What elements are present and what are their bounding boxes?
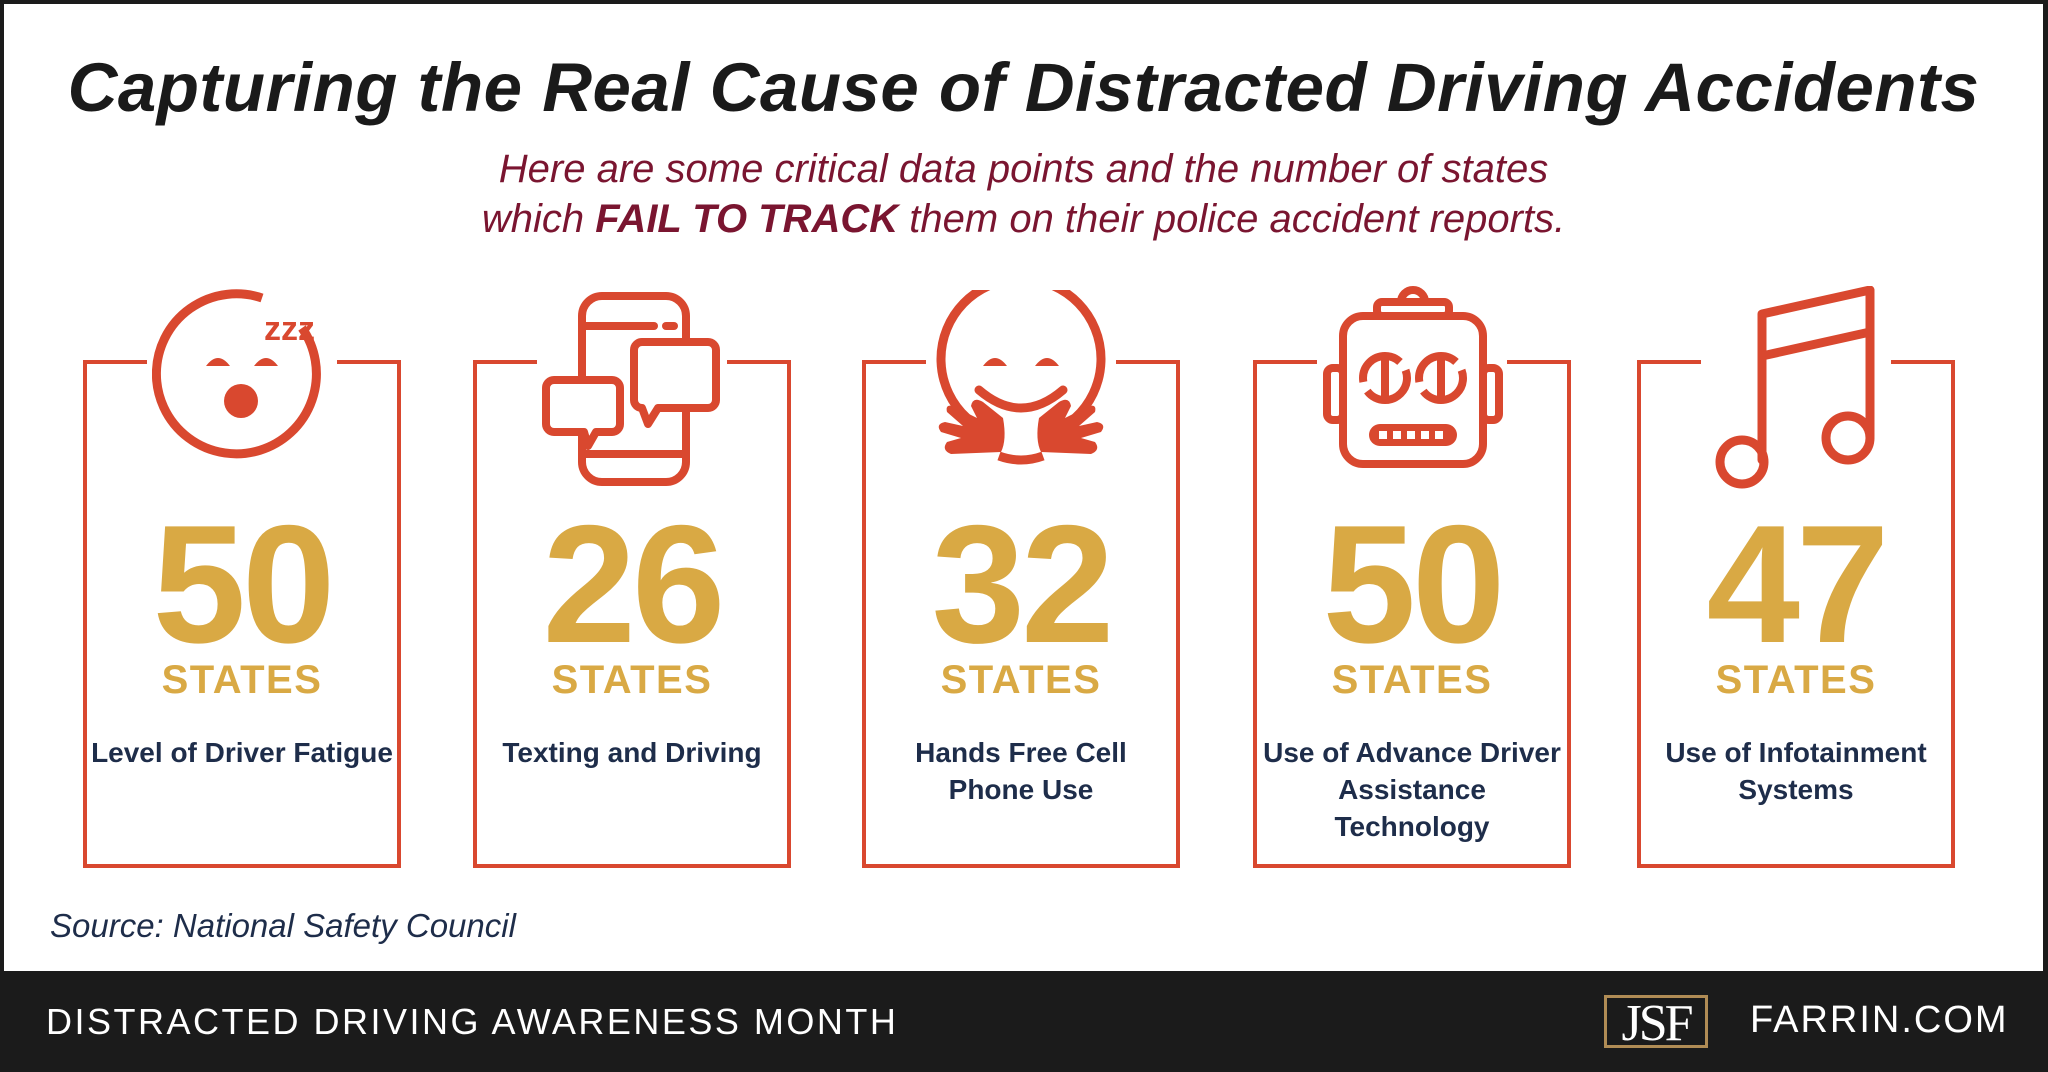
stat-unit: STATES — [161, 658, 323, 702]
card-frame — [1637, 360, 1955, 868]
card-frame — [473, 360, 791, 868]
card-frame-top-right — [1116, 360, 1180, 364]
stat-number: 47 — [1706, 490, 1890, 678]
stat-card-hands-free: 32 STATES Hands Free Cell Phone Use — [862, 290, 1180, 868]
phone-chat-icon — [542, 292, 720, 486]
subtitle-emphasis: FAIL TO TRACK — [595, 197, 899, 241]
stat-number: 26 — [542, 490, 726, 678]
subtitle: Here are some critical data points and t… — [4, 144, 2043, 244]
stat-number: 50 — [152, 490, 336, 678]
stat-unit: STATES — [940, 658, 1102, 702]
card-frame-top-right — [1507, 360, 1571, 364]
stat-label: Texting and Driving — [502, 737, 762, 768]
subtitle-line-2: which FAIL TO TRACK them on their police… — [4, 194, 2043, 244]
robot-icon — [1323, 286, 1503, 468]
jsf-logo: JSF — [1604, 995, 1708, 1050]
card-frame — [862, 360, 1180, 868]
stat-unit: STATES — [551, 658, 713, 702]
card-frame-top-left — [473, 360, 537, 364]
stat-unit: STATES — [1331, 658, 1493, 702]
sleeping-face-icon: zzz — [152, 289, 321, 459]
infographic-canvas: Capturing the Real Cause of Distracted D… — [4, 4, 2043, 971]
footer-bar: DISTRACTED DRIVING AWARENESS MONTH JSF F… — [0, 971, 2048, 1072]
music-note-icon — [1715, 286, 1875, 489]
source-citation: Source: National Safety Council — [50, 907, 516, 944]
stat-card-adas: 50 STATES Use of Advance Driver Assistan… — [1253, 286, 1571, 868]
card-frame — [1253, 360, 1571, 868]
stat-card-infotainment: 47 STATES Use of Infotainment Systems — [1637, 286, 1955, 868]
svg-text:zzz: zzz — [264, 310, 315, 348]
website-link[interactable]: FARRIN.COM — [1750, 999, 2009, 1041]
card-frame-top-left — [1253, 360, 1317, 364]
stat-label: Use of Advance Driver Assistance Technol… — [1263, 737, 1561, 842]
card-frame-top-left — [83, 360, 147, 364]
card-frame — [83, 360, 401, 868]
card-frame-top-left — [862, 360, 926, 364]
stat-label: Use of Infotainment Systems — [1665, 737, 1927, 805]
subtitle-text: which — [481, 197, 596, 241]
card-frame-top-right — [727, 360, 791, 364]
page-title: Capturing the Real Cause of Distracted D… — [67, 49, 1980, 126]
stat-number: 50 — [1322, 490, 1506, 678]
stat-unit: STATES — [1715, 658, 1877, 702]
stat-card-texting: 26 STATES Texting and Driving — [473, 292, 791, 868]
card-frame-top-right — [337, 360, 401, 364]
stat-label: Level of Driver Fatigue — [91, 737, 393, 768]
subtitle-line-1: Here are some critical data points and t… — [498, 147, 1549, 191]
card-frame-top-left — [1637, 360, 1701, 364]
stat-number: 32 — [931, 490, 1115, 678]
campaign-label: DISTRACTED DRIVING AWARENESS MONTH — [46, 1001, 899, 1042]
card-frame-top-right — [1891, 360, 1955, 364]
stat-label: Hands Free Cell Phone Use — [915, 737, 1127, 805]
subtitle-text: them on their police accident reports. — [898, 197, 1566, 241]
hugging-face-icon — [936, 290, 1106, 465]
stat-card-driver-fatigue: zzz 50 STATES Level of Driver Fatigue — [83, 289, 401, 868]
